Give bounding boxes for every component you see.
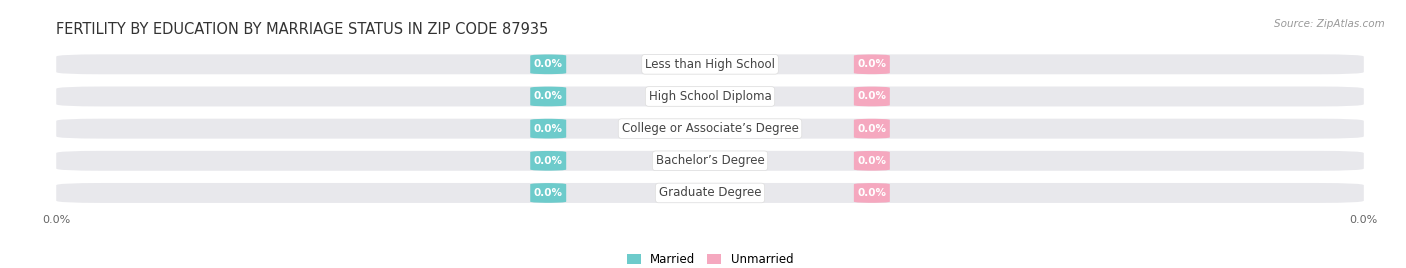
- FancyBboxPatch shape: [56, 119, 1364, 139]
- FancyBboxPatch shape: [853, 119, 890, 139]
- Text: 0.0%: 0.0%: [534, 156, 562, 166]
- Text: 0.0%: 0.0%: [858, 91, 886, 102]
- Text: FERTILITY BY EDUCATION BY MARRIAGE STATUS IN ZIP CODE 87935: FERTILITY BY EDUCATION BY MARRIAGE STATU…: [56, 22, 548, 37]
- FancyBboxPatch shape: [530, 54, 567, 74]
- FancyBboxPatch shape: [56, 54, 1364, 74]
- FancyBboxPatch shape: [530, 183, 567, 203]
- Text: 0.0%: 0.0%: [534, 188, 562, 198]
- FancyBboxPatch shape: [530, 151, 567, 171]
- Legend: Married, Unmarried: Married, Unmarried: [621, 248, 799, 268]
- Text: 0.0%: 0.0%: [858, 59, 886, 69]
- Text: Less than High School: Less than High School: [645, 58, 775, 71]
- FancyBboxPatch shape: [56, 87, 1364, 106]
- Text: College or Associate’s Degree: College or Associate’s Degree: [621, 122, 799, 135]
- Text: Source: ZipAtlas.com: Source: ZipAtlas.com: [1274, 19, 1385, 29]
- FancyBboxPatch shape: [853, 54, 890, 74]
- FancyBboxPatch shape: [56, 151, 1364, 171]
- Text: 0.0%: 0.0%: [858, 188, 886, 198]
- Text: 0.0%: 0.0%: [534, 91, 562, 102]
- FancyBboxPatch shape: [530, 87, 567, 106]
- Text: Graduate Degree: Graduate Degree: [659, 187, 761, 199]
- FancyBboxPatch shape: [853, 183, 890, 203]
- Text: 0.0%: 0.0%: [534, 59, 562, 69]
- FancyBboxPatch shape: [56, 183, 1364, 203]
- Text: 0.0%: 0.0%: [858, 156, 886, 166]
- Text: 0.0%: 0.0%: [534, 124, 562, 134]
- FancyBboxPatch shape: [530, 119, 567, 139]
- FancyBboxPatch shape: [853, 151, 890, 171]
- Text: High School Diploma: High School Diploma: [648, 90, 772, 103]
- FancyBboxPatch shape: [853, 87, 890, 106]
- Text: Bachelor’s Degree: Bachelor’s Degree: [655, 154, 765, 167]
- Text: 0.0%: 0.0%: [858, 124, 886, 134]
